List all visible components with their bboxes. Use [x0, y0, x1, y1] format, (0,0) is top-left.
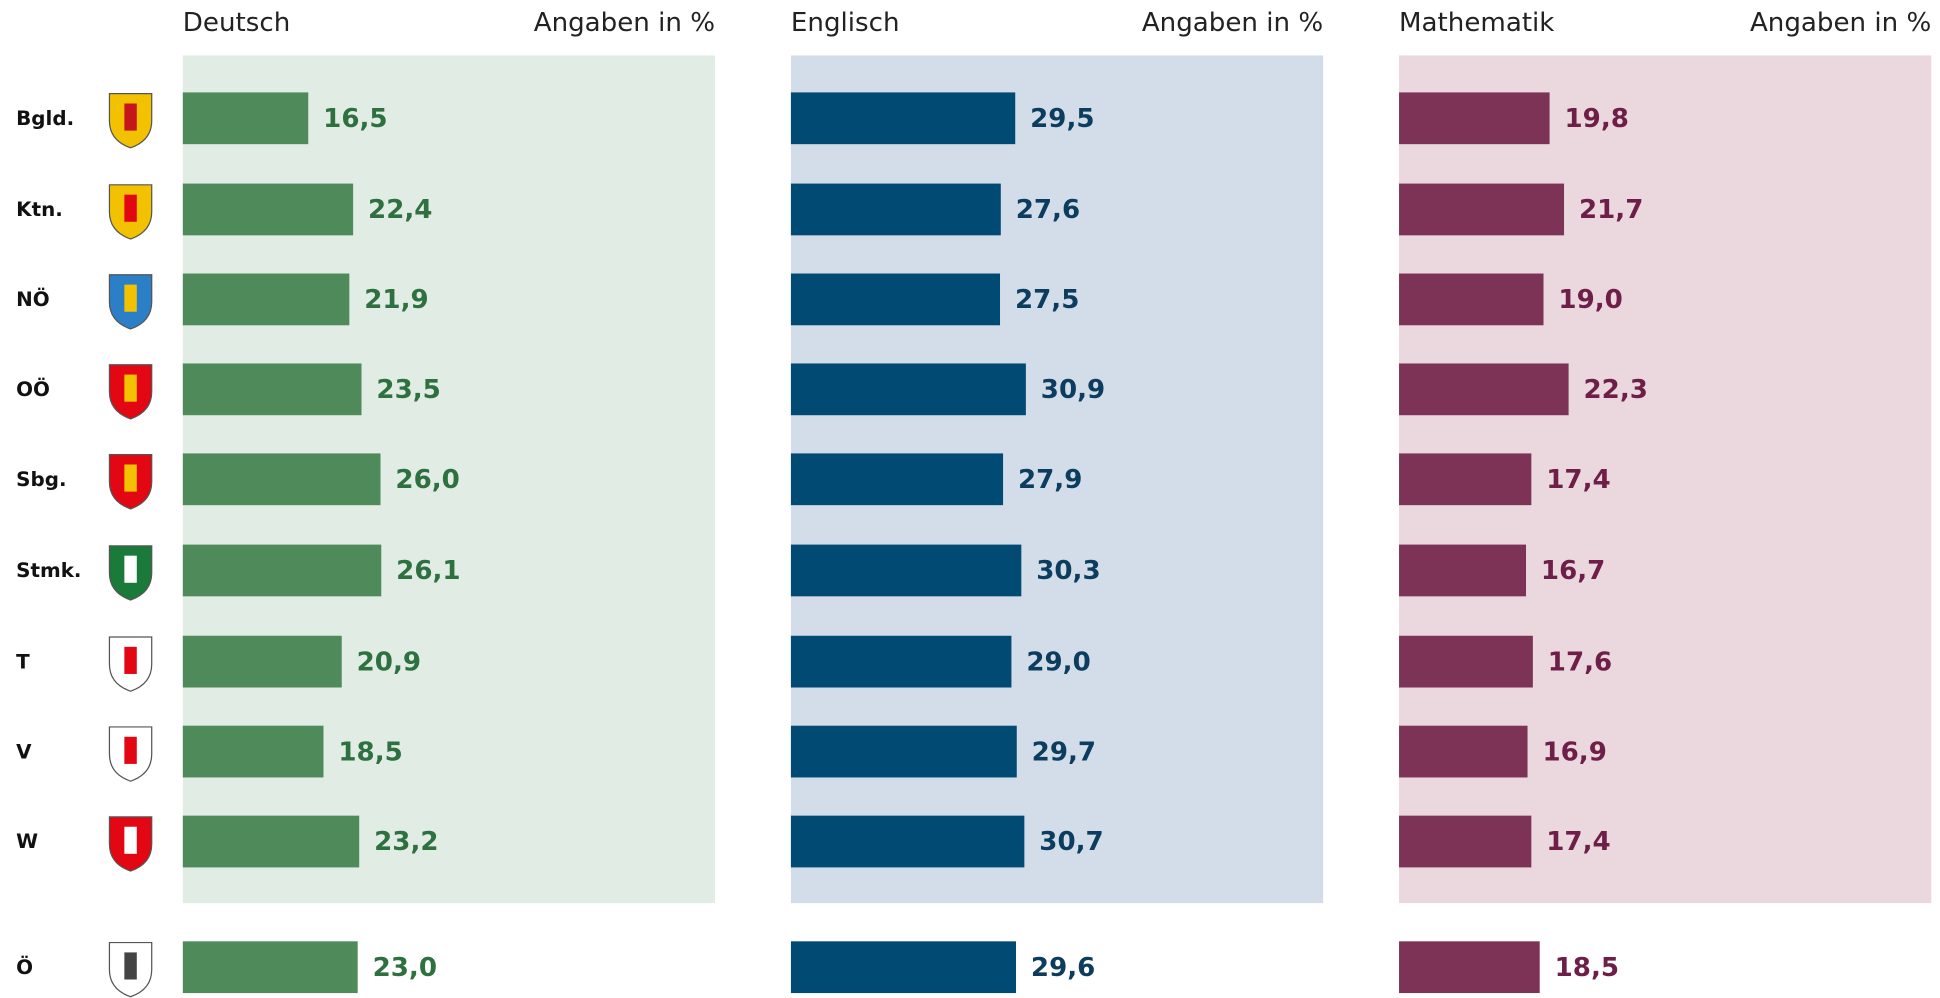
- bar: [790, 92, 1016, 145]
- value-label: 18,5: [338, 737, 402, 767]
- bar: [1399, 815, 1532, 868]
- bar: [182, 544, 382, 597]
- region-label: Ktn.: [16, 198, 63, 221]
- bar: [182, 941, 358, 994]
- bar: [790, 941, 1016, 994]
- value-label: 23,0: [373, 953, 437, 983]
- bar: [790, 544, 1022, 597]
- value-label: 30,7: [1039, 827, 1103, 857]
- coat-of-arms-detail: [124, 952, 137, 980]
- value-label: 22,4: [368, 195, 432, 225]
- value-label: 22,3: [1584, 375, 1648, 405]
- bar: [182, 453, 381, 506]
- value-label: 29,6: [1031, 953, 1095, 983]
- bar: [182, 815, 360, 868]
- value-label: 23,2: [374, 827, 438, 857]
- bar: [1399, 183, 1565, 236]
- bar: [182, 273, 350, 326]
- region-label: W: [16, 830, 38, 853]
- bar: [182, 635, 342, 688]
- value-label: 16,9: [1542, 737, 1606, 767]
- bar: [1399, 544, 1527, 597]
- coat-of-arms-detail: [124, 464, 137, 492]
- bar: [1399, 92, 1550, 145]
- region-label: T: [16, 650, 30, 673]
- value-label: 19,8: [1565, 104, 1629, 134]
- value-label: 17,6: [1548, 647, 1612, 677]
- value-label: 18,5: [1555, 953, 1619, 983]
- coat-of-arms-detail: [124, 646, 137, 674]
- value-label: 20,9: [357, 647, 421, 677]
- bar: [182, 183, 354, 236]
- panel-title: Deutsch: [183, 8, 290, 38]
- value-label: 29,0: [1026, 647, 1090, 677]
- coat-of-arms-detail: [124, 284, 137, 312]
- coat-of-arms-detail: [124, 194, 137, 222]
- bar: [790, 183, 1001, 236]
- coat-of-arms-detail: [124, 374, 137, 402]
- value-label: 27,6: [1016, 195, 1080, 225]
- value-label: 26,0: [395, 465, 459, 495]
- coat-of-arms-detail: [124, 736, 137, 764]
- value-label: 16,5: [323, 104, 387, 134]
- value-label: 30,9: [1041, 375, 1105, 405]
- bar: [1399, 941, 1540, 994]
- unit-note: Angaben in %: [1750, 8, 1931, 38]
- value-label: 21,9: [364, 285, 428, 315]
- value-label: 17,4: [1546, 827, 1610, 857]
- value-label: 29,7: [1032, 737, 1096, 767]
- value-label: 26,1: [396, 556, 460, 586]
- bar: [790, 363, 1026, 416]
- region-label: Bgld.: [16, 107, 74, 130]
- bar: [182, 725, 324, 778]
- region-label: OÖ: [16, 377, 50, 401]
- value-label: 17,4: [1546, 465, 1610, 495]
- bar: [182, 363, 362, 416]
- value-label: 16,7: [1541, 556, 1605, 586]
- value-label: 27,9: [1018, 465, 1082, 495]
- panel-title: Englisch: [791, 8, 900, 38]
- coat-of-arms-detail: [124, 555, 137, 583]
- region-label: V: [16, 740, 32, 763]
- value-label: 30,3: [1036, 556, 1100, 586]
- bar: [1399, 453, 1532, 506]
- value-label: 27,5: [1015, 285, 1079, 315]
- unit-note: Angaben in %: [1142, 8, 1323, 38]
- bar: [790, 815, 1025, 868]
- value-label: 23,5: [376, 375, 440, 405]
- bar: [790, 273, 1001, 326]
- coat-of-arms-detail: [124, 103, 137, 131]
- value-label: 19,0: [1558, 285, 1622, 315]
- value-label: 29,5: [1030, 104, 1094, 134]
- bar: [790, 635, 1012, 688]
- bar: [1399, 635, 1533, 688]
- bar: [790, 453, 1004, 506]
- panel-title: Mathematik: [1399, 8, 1554, 38]
- bar: [182, 92, 309, 145]
- region-label: NÖ: [16, 287, 50, 311]
- bar: [1399, 725, 1528, 778]
- region-label: Ö: [16, 955, 33, 979]
- region-label: Stmk.: [16, 559, 81, 582]
- bar: [1399, 363, 1569, 416]
- bar: [1399, 273, 1544, 326]
- unit-note: Angaben in %: [534, 8, 715, 38]
- bar: [790, 725, 1017, 778]
- coat-of-arms-detail: [124, 826, 137, 854]
- value-label: 21,7: [1579, 195, 1643, 225]
- region-label: Sbg.: [16, 468, 66, 491]
